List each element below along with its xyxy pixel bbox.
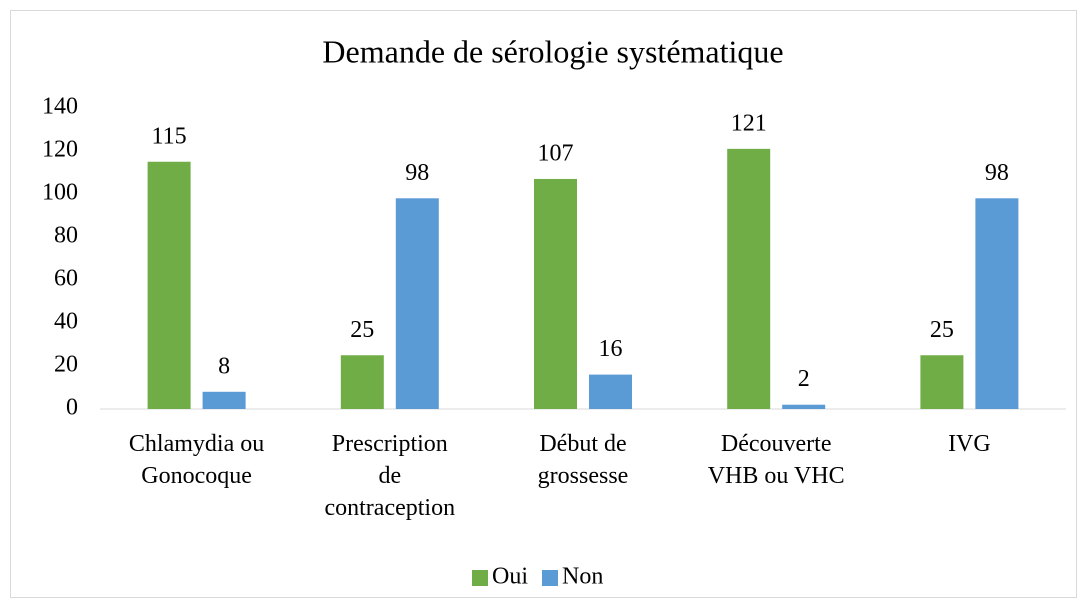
y-tick-label: 40: [54, 309, 78, 335]
data-label: 8: [218, 353, 230, 379]
data-label: 107: [538, 140, 574, 166]
data-label: 98: [985, 160, 1009, 186]
data-label: 121: [731, 110, 767, 136]
y-tick-label: 20: [54, 352, 78, 378]
legend-swatch: [472, 570, 488, 586]
x-tick-label: Prescription de contraception: [324, 431, 456, 521]
bar: [534, 178, 577, 409]
data-label: 16: [599, 336, 623, 362]
data-label: 25: [930, 317, 954, 343]
bar: [782, 404, 826, 409]
y-tick-label: 100: [42, 180, 78, 206]
legend-swatch: [542, 570, 558, 586]
y-tick-label: 140: [42, 94, 78, 120]
x-tick-label: Chlamydia ou Gonocoque: [128, 431, 265, 489]
y-tick-label: 0: [66, 395, 78, 421]
y-tick-label: 60: [54, 266, 78, 292]
bar: [147, 161, 191, 409]
bar: [920, 355, 964, 409]
bar: [975, 198, 1019, 409]
bar: [202, 391, 246, 409]
data-label: 98: [405, 160, 429, 186]
x-tick-label: Début de grossesse: [537, 431, 629, 489]
x-tick-label: Découverte VHB ou VHC: [707, 431, 845, 489]
data-label: 2: [798, 366, 810, 392]
bar: [589, 374, 632, 409]
y-tick-label: 120: [42, 137, 78, 163]
x-tick-label: IVG: [948, 431, 991, 457]
legend-label: Non: [562, 564, 603, 590]
y-tick-label: 80: [54, 223, 78, 249]
chart-title: Demande de sérologie systématique: [322, 33, 783, 69]
data-label: 25: [350, 317, 374, 343]
bar: [395, 198, 439, 409]
bar: [727, 148, 771, 409]
bar: [340, 355, 384, 409]
legend-label: Oui: [492, 564, 528, 590]
data-label: 115: [152, 123, 187, 149]
